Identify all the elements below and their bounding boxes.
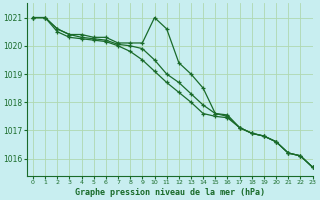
X-axis label: Graphe pression niveau de la mer (hPa): Graphe pression niveau de la mer (hPa) — [75, 188, 265, 197]
